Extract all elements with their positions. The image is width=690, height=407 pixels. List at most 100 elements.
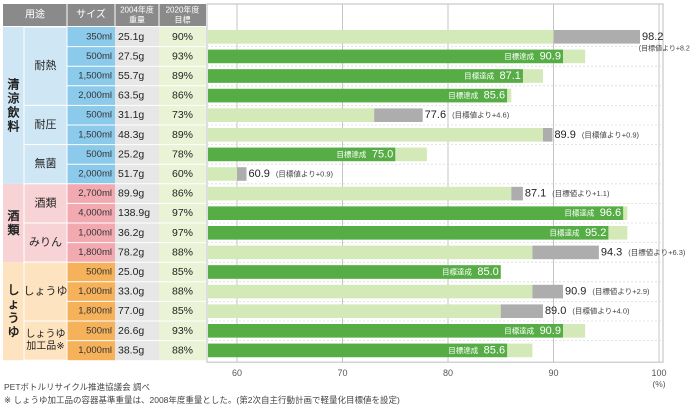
- overrun-bar: [511, 186, 523, 201]
- achieved-bar: [208, 147, 396, 162]
- target-cell: [159, 46, 206, 67]
- target-bar: [208, 186, 512, 201]
- weight-cell: [115, 301, 159, 321]
- weight-cell: [115, 164, 159, 184]
- size-cell: [67, 164, 115, 184]
- target-value: 88%: [172, 344, 193, 356]
- weight-cell: [115, 125, 159, 145]
- overrun-bar: [532, 245, 599, 260]
- overrun-note: (目標値より+4.6): [452, 110, 510, 120]
- size-cell: [67, 183, 115, 204]
- size-label: 1,000ml: [78, 345, 112, 356]
- target-cell: [159, 242, 206, 263]
- group-cell: [3, 27, 24, 184]
- weight-value: 51.7g: [118, 168, 144, 180]
- weight-value: 89.9g: [118, 188, 144, 200]
- overrun-bar: [500, 304, 543, 318]
- bar-value-label: 87.1: [525, 188, 546, 200]
- size-label: 1,800ml: [78, 247, 112, 258]
- achieved-label: 目標達成: [464, 71, 494, 81]
- achieved-bar: [208, 226, 609, 240]
- subgroup-cell: [23, 320, 68, 361]
- target-bar: [208, 167, 237, 181]
- target-cell: [159, 340, 206, 361]
- subgroup-label: 耐熱: [35, 59, 57, 72]
- weight-value: 38.5g: [118, 344, 144, 356]
- size-cell: [67, 223, 115, 243]
- achieved-label: 目標達成: [564, 208, 594, 218]
- weight-value: 25.1g: [118, 31, 144, 43]
- weight-cell: [115, 340, 159, 361]
- target-value: 60%: [172, 168, 193, 180]
- target-cell: [159, 203, 206, 223]
- weight-value: 25.0g: [118, 266, 144, 278]
- target-value: 85%: [172, 266, 193, 278]
- size-cell: [67, 203, 115, 223]
- bar-value-label: 96.6: [600, 207, 621, 219]
- size-cell: [67, 125, 115, 145]
- weight-value: 26.6g: [118, 325, 144, 337]
- target-cell: [159, 144, 206, 165]
- overrun-note: (目標値より+6.3): [628, 247, 686, 257]
- group-cell: [3, 262, 24, 361]
- target-cell: [159, 321, 206, 341]
- subgroup-label: しょうゆ: [26, 328, 66, 340]
- bar-value-label: 89.9: [554, 129, 575, 141]
- size-cell: [67, 321, 115, 341]
- target-cell: [159, 183, 206, 204]
- overrun-note: (目標値より+0.9): [582, 129, 640, 139]
- achieved-bar: [208, 49, 563, 64]
- size-label: 2,000ml: [78, 169, 112, 180]
- overrun-note: (目標値より+2.9): [592, 286, 650, 296]
- bar-value-label: 85.6: [484, 90, 505, 102]
- subgroup-cell: [23, 26, 68, 106]
- weight-value: 33.0g: [118, 286, 144, 298]
- header-target-2020: 2020年度: [166, 5, 200, 15]
- weight-value: 78.2g: [118, 246, 144, 258]
- achieved-label: 目標達成: [336, 149, 366, 159]
- subgroup-cell: [23, 104, 68, 146]
- target-value: 97%: [172, 207, 193, 219]
- overrun-note: (目標値より+0.9): [276, 169, 334, 179]
- subgroup-label: 耐圧: [35, 118, 57, 131]
- achieved-label: 目標達成: [448, 345, 478, 355]
- size-label: 4,000ml: [78, 208, 112, 219]
- plot-frame: [206, 3, 664, 363]
- weight-cell: [115, 262, 159, 282]
- size-cell: [67, 281, 115, 302]
- size-cell: [67, 301, 115, 321]
- target-cell: [159, 85, 206, 106]
- bar-value-label: 85.6: [484, 344, 505, 356]
- size-label: 500ml: [86, 51, 112, 62]
- size-cell: [67, 105, 115, 125]
- subgroup-cell: [23, 222, 68, 263]
- target-value: 78%: [172, 148, 193, 160]
- size-label: 1,000ml: [78, 227, 112, 238]
- bar-value-label: 90.9: [565, 286, 586, 298]
- bar-value-label: 94.3: [601, 246, 622, 258]
- source-note: PETボトルリサイクル推進協議会 調べ: [4, 382, 150, 392]
- weight-cell: [115, 203, 159, 223]
- target-bar: [208, 128, 543, 142]
- target-cell: [159, 105, 206, 125]
- achieved-label: 目標達成: [504, 325, 534, 335]
- overrun-note: (目標値より+1.1): [552, 188, 610, 198]
- target-value: 89%: [172, 70, 193, 82]
- target-bar: [208, 284, 533, 299]
- overrun-bar: [553, 30, 641, 44]
- weight-value: 63.5g: [118, 90, 144, 102]
- subgroup-cell: [23, 261, 68, 322]
- group-label: 清涼飲料: [6, 76, 20, 133]
- bar-value-label: 85.0: [477, 266, 498, 278]
- weight-cell: [115, 105, 159, 125]
- overrun-bar: [542, 128, 553, 142]
- size-label: 1,500ml: [78, 71, 112, 82]
- achieved-label: 目標達成: [550, 227, 580, 237]
- target-cell: [159, 301, 206, 321]
- x-tick-label: 70: [337, 368, 347, 378]
- subgroup-label: しょうゆ: [24, 285, 68, 298]
- weight-cell: [115, 144, 159, 165]
- group-label: 酒類: [6, 209, 20, 237]
- target-cell: [159, 125, 206, 145]
- weight-value: 27.5g: [118, 50, 144, 62]
